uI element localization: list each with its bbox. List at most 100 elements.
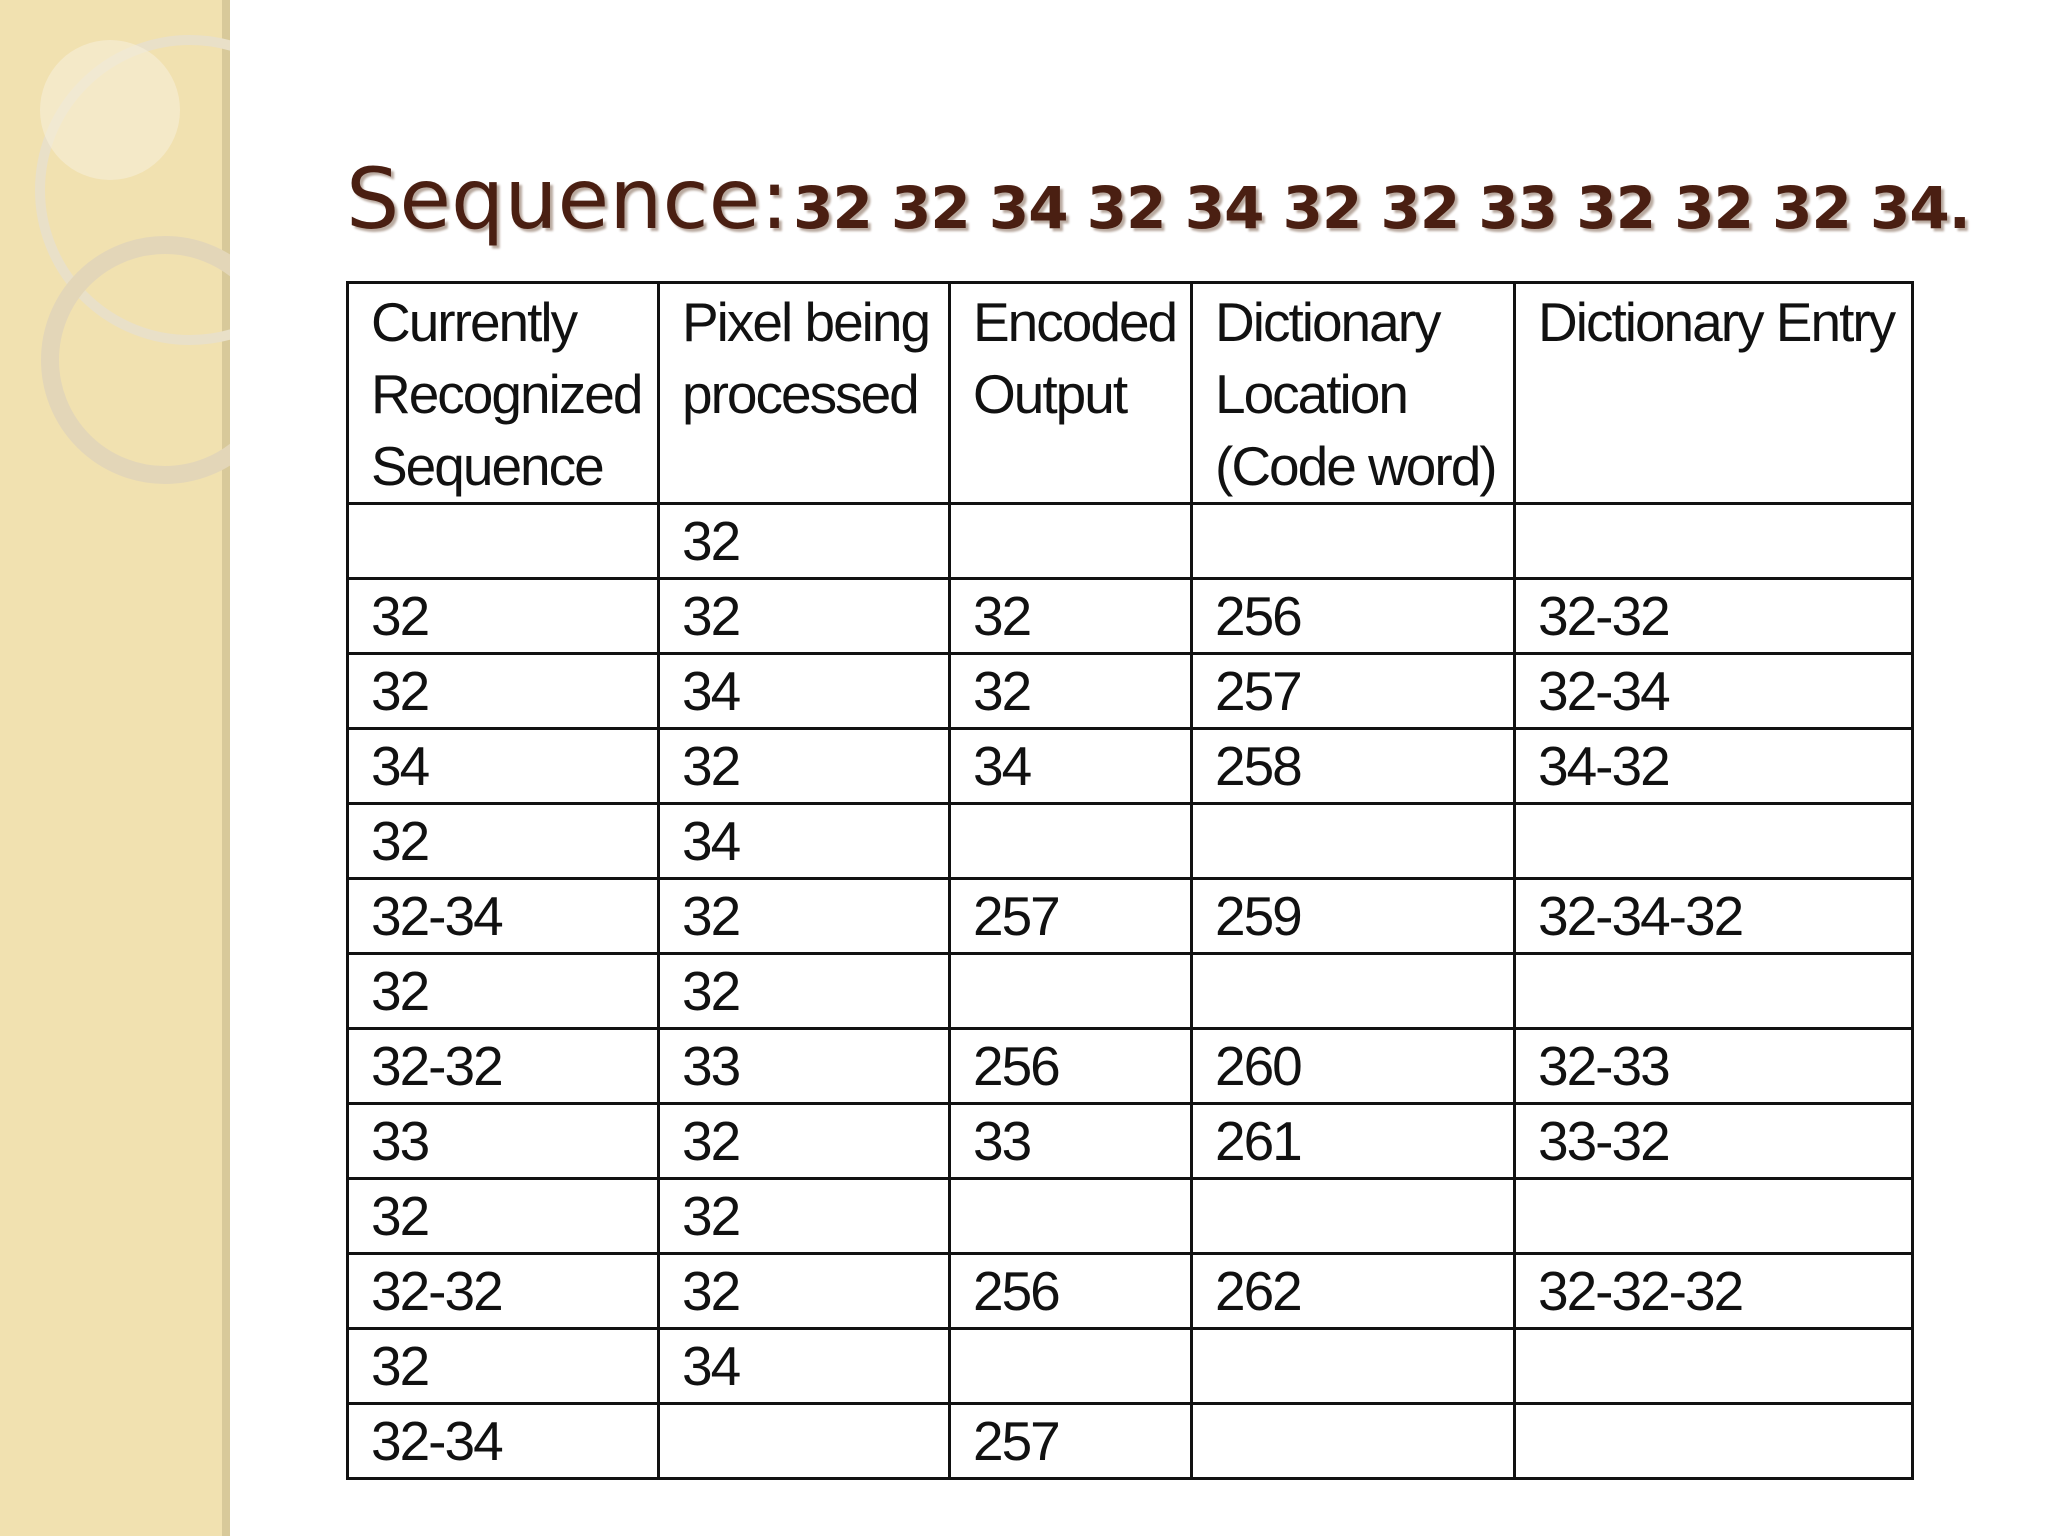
cell: 32-32 <box>346 1252 660 1330</box>
cell: 33 <box>346 1102 660 1180</box>
cell: 32 <box>657 1177 951 1255</box>
cell: 32-34-32 <box>1513 877 1914 955</box>
cell: 33 <box>657 1027 951 1105</box>
header-cell: Encoded Output <box>948 281 1193 505</box>
table-row: 32 32 32 256 32-32 <box>346 577 1914 655</box>
cell: 257 <box>1190 652 1516 730</box>
empty-cell <box>948 952 1193 1030</box>
header-cell: Dictionary Entry <box>1513 281 1914 505</box>
header-line: Recognized <box>371 363 643 425</box>
cell: 32 <box>346 952 660 1030</box>
cell: 32 <box>657 1252 951 1330</box>
cell: 260 <box>1190 1027 1516 1105</box>
empty-cell <box>1190 952 1516 1030</box>
cell: 32-32 <box>346 1027 660 1105</box>
cell: 32-32-32 <box>1513 1252 1914 1330</box>
table-row: 32 <box>346 502 1914 580</box>
header-line: Location <box>1215 363 1409 425</box>
cell: 32 <box>657 1102 951 1180</box>
header-cell: Currently Recognized Sequence <box>346 281 660 505</box>
table-row: 32-34 257 <box>346 1402 1914 1480</box>
table-row: 32-32 33 256 260 32-33 <box>346 1027 1914 1105</box>
empty-cell <box>1190 802 1516 880</box>
cell: 34 <box>657 652 951 730</box>
lzw-table: Currently Recognized Sequence Pixel being pr… <box>346 281 1914 1480</box>
table-row: 32 32 <box>346 952 1914 1030</box>
cell: 32 <box>346 652 660 730</box>
empty-cell <box>1190 502 1516 580</box>
header-row: Currently Recognized Sequence Pixel being pr… <box>346 281 1914 505</box>
table-row: 32 34 <box>346 1327 1914 1405</box>
slide-title: Sequence: 32 32 34 32 34 32 32 33 32 32 … <box>346 150 1971 248</box>
empty-cell <box>1513 1177 1914 1255</box>
cell: 32 <box>346 802 660 880</box>
table-row: 34 32 34 258 34-32 <box>346 727 1914 805</box>
empty-cell <box>346 502 660 580</box>
cell: 34 <box>346 727 660 805</box>
side-decoration <box>0 0 230 1536</box>
cell: 32 <box>657 952 951 1030</box>
empty-cell <box>948 502 1193 580</box>
empty-cell <box>1190 1402 1516 1480</box>
cell: 32-33 <box>1513 1027 1914 1105</box>
empty-cell <box>1513 502 1914 580</box>
cell: 257 <box>948 1402 1193 1480</box>
cell: 257 <box>948 877 1193 955</box>
cell: 32 <box>657 577 951 655</box>
header-line: Output <box>973 363 1128 425</box>
empty-cell <box>1513 1327 1914 1405</box>
cell: 262 <box>1190 1252 1516 1330</box>
cell: 34 <box>948 727 1193 805</box>
empty-cell <box>948 802 1193 880</box>
cell: 32 <box>657 502 951 580</box>
empty-cell <box>948 1327 1193 1405</box>
header-cell: Pixel being processed <box>657 281 951 505</box>
title-label: Sequence: <box>346 150 789 248</box>
cell: 34 <box>657 802 951 880</box>
empty-cell <box>1190 1177 1516 1255</box>
cell: 32-34 <box>1513 652 1914 730</box>
cell: 33 <box>948 1102 1193 1180</box>
table-row: 32 34 <box>346 802 1914 880</box>
header-line: Currently <box>371 291 578 353</box>
empty-cell <box>1513 802 1914 880</box>
empty-cell <box>948 1177 1193 1255</box>
cell: 258 <box>1190 727 1516 805</box>
table-row: 32 34 32 257 32-34 <box>346 652 1914 730</box>
empty-cell <box>1513 952 1914 1030</box>
table-row: 33 32 33 261 33-32 <box>346 1102 1914 1180</box>
cell: 34-32 <box>1513 727 1914 805</box>
empty-cell <box>1190 1327 1516 1405</box>
cell: 34 <box>657 1327 951 1405</box>
cell: 261 <box>1190 1102 1516 1180</box>
cell: 32 <box>346 1177 660 1255</box>
cell: 256 <box>948 1027 1193 1105</box>
header-line: Dictionary Entry <box>1538 291 1896 353</box>
header-line: Sequence <box>371 435 605 497</box>
table-row: 32-32 32 256 262 32-32-32 <box>346 1252 1914 1330</box>
header-line: Pixel being <box>682 291 931 353</box>
table-row: 32-34 32 257 259 32-34-32 <box>346 877 1914 955</box>
cell: 259 <box>1190 877 1516 955</box>
empty-cell <box>1513 1402 1914 1480</box>
cell: 32 <box>948 652 1193 730</box>
cell: 32 <box>657 727 951 805</box>
header-line: processed <box>682 363 920 425</box>
empty-cell <box>657 1402 951 1480</box>
cell: 32-32 <box>1513 577 1914 655</box>
cell: 256 <box>1190 577 1516 655</box>
cell: 32 <box>346 577 660 655</box>
sequence: 32 32 34 32 34 32 32 33 32 32 32 34. <box>793 174 1971 242</box>
cell: 32-34 <box>346 877 660 955</box>
cell: 256 <box>948 1252 1193 1330</box>
table-row: 32 32 <box>346 1177 1914 1255</box>
cell: 32 <box>657 877 951 955</box>
cell: 32 <box>948 577 1193 655</box>
header-cell: Dictionary Location (Code word) <box>1190 281 1516 505</box>
header-line: (Code word) <box>1215 435 1498 497</box>
header-line: Encoded <box>973 291 1178 353</box>
cell: 33-32 <box>1513 1102 1914 1180</box>
cell: 32 <box>346 1327 660 1405</box>
cell: 32-34 <box>346 1402 660 1480</box>
